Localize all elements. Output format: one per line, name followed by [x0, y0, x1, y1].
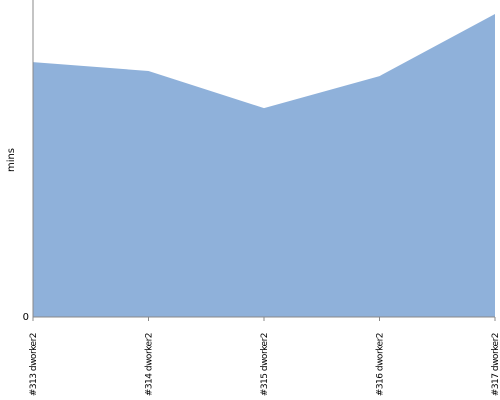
x-tick-label: #315 dworker2	[260, 333, 270, 396]
y-tick-label: 0	[23, 312, 29, 323]
x-tick-label: #313 dworker2	[29, 333, 39, 396]
y-axis-label: mins	[6, 148, 17, 172]
area	[33, 13, 495, 318]
x-tick-label: #317 dworker2	[491, 333, 500, 396]
x-tick-label: #314 dworker2	[145, 333, 155, 396]
x-tick-label: #316 dworker2	[376, 333, 386, 396]
